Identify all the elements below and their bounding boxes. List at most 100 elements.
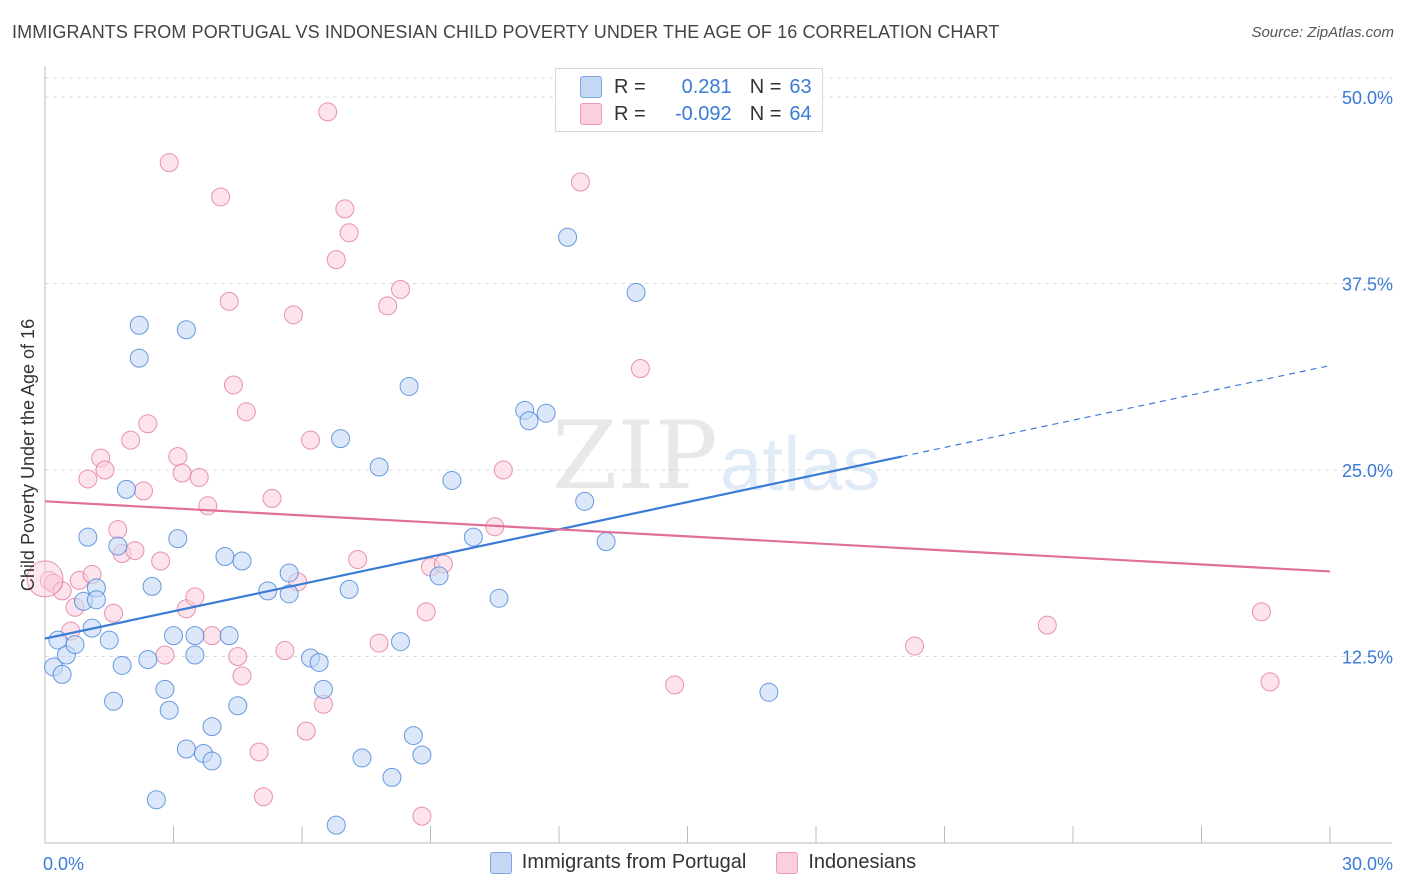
portugal-point xyxy=(185,626,205,646)
portugal-point xyxy=(155,679,175,699)
indonesians-point xyxy=(493,460,513,480)
indonesians-point xyxy=(348,550,368,570)
portugal-trend-line xyxy=(44,455,902,640)
indonesians-point xyxy=(905,636,925,656)
portugal-point xyxy=(313,679,333,699)
axes xyxy=(44,66,1392,844)
portugal-point xyxy=(215,547,235,567)
portugal-point xyxy=(326,815,346,835)
indonesians-point xyxy=(151,551,171,571)
indonesians-point xyxy=(202,626,222,646)
indonesians-point xyxy=(155,645,175,665)
portugal-point xyxy=(176,739,196,759)
portugal-point xyxy=(164,626,183,646)
indonesians-point xyxy=(391,279,411,299)
indonesians-point xyxy=(125,541,145,561)
portugal-point xyxy=(759,682,779,702)
portugal-point xyxy=(185,645,205,665)
portugal-point xyxy=(112,655,132,675)
indonesians-swatch xyxy=(580,103,602,125)
indonesians-point xyxy=(416,602,436,622)
portugal-point xyxy=(108,536,128,556)
portugal-swatch xyxy=(489,851,512,874)
indonesians-point xyxy=(159,153,179,173)
y-tick-label: 25.0% xyxy=(1342,461,1393,481)
indonesians-point xyxy=(211,187,231,207)
portugal-point xyxy=(202,751,222,771)
portugal-point xyxy=(129,348,149,368)
indonesians-point xyxy=(275,641,295,661)
portugal-point xyxy=(429,566,449,586)
indonesians-point xyxy=(104,603,124,623)
portugal-point xyxy=(352,748,372,768)
portugal-point xyxy=(176,320,196,340)
indonesians-point xyxy=(138,414,158,434)
portugal-point xyxy=(99,630,119,650)
x-tick-label: 0.0% xyxy=(43,854,84,874)
series-legend: Immigrants from Portugal Indonesians xyxy=(0,851,1406,874)
portugal-point xyxy=(138,649,158,669)
indonesians-point xyxy=(189,467,209,487)
portugal-point xyxy=(412,745,432,765)
indonesians-point xyxy=(412,806,432,826)
n-value: 63 xyxy=(789,75,812,98)
portugal-point xyxy=(309,652,329,672)
portugal-point xyxy=(202,717,222,737)
portugal-point xyxy=(219,626,239,646)
portugal-point xyxy=(159,700,179,720)
indonesians-point xyxy=(172,463,192,483)
legend-item-indonesians: Indonesians xyxy=(776,851,916,874)
indonesians-point xyxy=(236,402,256,422)
portugal-point xyxy=(536,403,556,423)
gridlines xyxy=(45,77,1392,657)
indonesians-trend-line xyxy=(44,500,1331,573)
indonesians-point xyxy=(570,172,590,192)
indonesians-point xyxy=(378,296,398,316)
portugal-point xyxy=(369,457,389,477)
portugal-point xyxy=(228,696,248,716)
portugal-point xyxy=(489,588,509,608)
legend-item-portugal: Immigrants from Portugal xyxy=(489,851,746,874)
source-label: Source: ZipAtlas.com xyxy=(1251,24,1394,41)
indonesians-point xyxy=(134,481,154,501)
portugal-point xyxy=(86,590,106,610)
y-tick-label: 50.0% xyxy=(1342,88,1393,108)
portugal-trend-extension xyxy=(901,364,1331,458)
portugal-point xyxy=(232,551,252,571)
indonesians-point xyxy=(26,560,64,598)
legend-row-indonesians: R = -0.092 N = 64 xyxy=(580,102,812,126)
n-value: 64 xyxy=(789,102,812,125)
portugal-point xyxy=(129,315,149,335)
indonesians-point xyxy=(301,430,321,450)
y-tick-label: 37.5% xyxy=(1342,275,1393,295)
indonesians-point xyxy=(1037,615,1057,635)
portugal-point xyxy=(442,470,462,490)
portugal-point xyxy=(78,527,98,547)
indonesians-point xyxy=(326,250,346,270)
portugal-points xyxy=(44,227,779,835)
watermark-zip: ZIP xyxy=(552,402,718,511)
r-label: R = xyxy=(614,102,646,125)
portugal-point xyxy=(391,632,411,652)
tick-labels: 12.5% 25.0% 37.5% 50.0% 0.0% 30.0% xyxy=(43,88,1393,874)
indonesians-point xyxy=(630,359,650,379)
portugal-point xyxy=(463,527,483,547)
portugal-point xyxy=(146,790,166,810)
indonesians-point xyxy=(108,520,128,540)
indonesians-point xyxy=(1251,602,1271,622)
indonesians-point xyxy=(253,787,273,807)
portugal-point xyxy=(339,579,359,599)
trend-lines xyxy=(44,364,1331,640)
portugal-point xyxy=(142,576,162,596)
watermark: ZIP atlas xyxy=(552,402,881,511)
indonesians-point xyxy=(262,488,282,508)
portugal-point xyxy=(399,376,419,396)
portugal-point xyxy=(168,529,188,549)
portugal-point xyxy=(596,532,616,552)
portugal-point xyxy=(52,664,72,684)
indonesians-point xyxy=(318,102,338,122)
r-value: 0.281 xyxy=(681,75,732,98)
portugal-point xyxy=(116,479,136,499)
indonesians-point xyxy=(198,496,218,516)
